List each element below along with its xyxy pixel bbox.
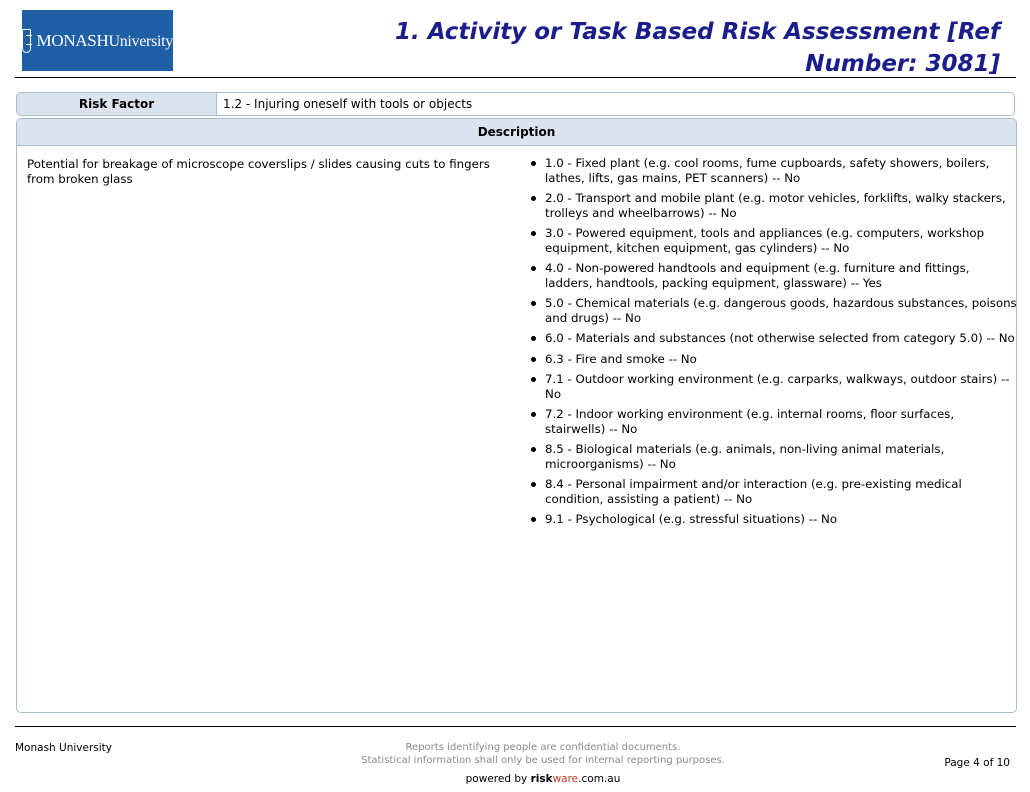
monash-logo: MONASHUniversity	[22, 10, 173, 71]
hazard-item: 9.1 - Psychological (e.g. stressful situ…	[527, 512, 1016, 527]
document-title: 1. Activity or Task Based Risk Assessmen…	[394, 19, 1000, 77]
hazard-category-list: 1.0 - Fixed plant (e.g. cool rooms, fume…	[527, 156, 1016, 533]
brand-domain: .com.au	[578, 773, 621, 785]
hazard-item: 6.0 - Materials and substances (not othe…	[527, 331, 1016, 346]
notice-line-2: Statistical information shall only be us…	[361, 755, 725, 766]
hazard-item: 2.0 - Transport and mobile plant (e.g. m…	[527, 191, 1016, 220]
hazard-item: 3.0 - Powered equipment, tools and appli…	[527, 226, 1016, 255]
footer-organisation: Monash University	[15, 742, 113, 754]
brand-risk: risk	[530, 773, 553, 785]
hazard-item: 1.0 - Fixed plant (e.g. cool rooms, fume…	[527, 156, 1016, 185]
page-number: Page 4 of 10	[944, 757, 1010, 769]
risk-factor-label: Risk Factor	[17, 93, 217, 115]
description-panel: Description Potential for breakage of mi…	[16, 118, 1017, 713]
hazard-item: 8.4 - Personal impairment and/or interac…	[527, 477, 1016, 506]
brand-ware: ware	[552, 773, 579, 785]
footer-confidentiality-notice: Reports identifying people are confident…	[300, 741, 786, 767]
hazard-item: 7.2 - Indoor working environment (e.g. i…	[527, 407, 1016, 436]
hazard-item: 4.0 - Non-powered handtools and equipmen…	[527, 261, 1016, 290]
risk-factor-value: 1.2 - Injuring oneself with tools or obj…	[223, 97, 473, 111]
header-divider	[15, 77, 1016, 78]
hazard-item: 6.3 - Fire and smoke -- No	[527, 352, 1016, 367]
description-text: Potential for breakage of microscope cov…	[27, 157, 490, 186]
description-heading: Description	[17, 119, 1016, 146]
footer-divider	[15, 726, 1016, 727]
powered-by: powered by riskware.com.au	[300, 773, 786, 785]
logo-wordmark: MONASHUniversity	[36, 30, 174, 50]
hazard-item: 8.5 - Biological materials (e.g. animals…	[527, 442, 1016, 471]
notice-line-1: Reports identifying people are confident…	[405, 742, 681, 753]
crest-icon	[22, 28, 32, 53]
risk-factor-row: Risk Factor 1.2 - Injuring oneself with …	[16, 92, 1015, 116]
hazard-item: 5.0 - Chemical materials (e.g. dangerous…	[527, 296, 1016, 325]
powered-by-label: powered by	[465, 773, 528, 785]
hazard-item: 7.1 - Outdoor working environment (e.g. …	[527, 372, 1016, 401]
